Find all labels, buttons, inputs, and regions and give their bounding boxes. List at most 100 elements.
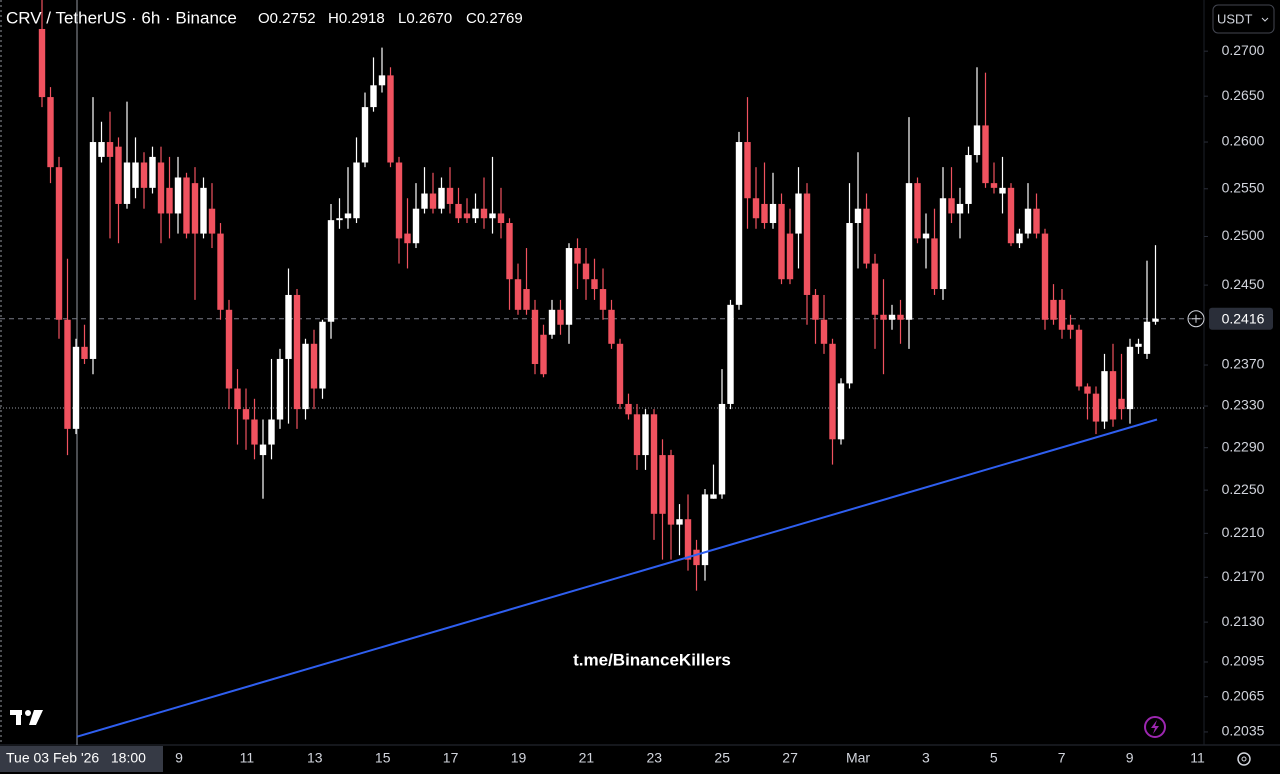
candle-body: [208, 208, 216, 234]
candle-body: [710, 494, 717, 499]
candle-body: [1050, 299, 1057, 320]
candle-body: [106, 142, 114, 157]
candle-body: [480, 208, 488, 219]
candle-body: [174, 177, 182, 214]
x-tick-label: 17: [443, 750, 459, 766]
open: O0.2752: [258, 10, 316, 27]
x-tick-label: 7: [1058, 750, 1066, 766]
candle-body: [429, 193, 437, 209]
candle-body: [599, 289, 607, 310]
candle-body: [761, 203, 768, 224]
candle-body: [931, 238, 938, 290]
candle-body: [854, 208, 862, 224]
candle-body: [302, 343, 309, 410]
x-tick-label: 3: [922, 750, 930, 766]
candle-body: [1075, 329, 1083, 387]
candle-body: [939, 198, 947, 290]
candle-body: [982, 125, 989, 184]
x-tick-label: 5: [990, 750, 998, 766]
candle-body: [344, 213, 352, 219]
candle-body: [591, 279, 598, 290]
candle-body: [990, 183, 998, 188]
candle-body: [72, 346, 80, 429]
plus-icon: [1192, 314, 1200, 323]
candle-body: [948, 198, 955, 214]
candle-body: [897, 314, 904, 320]
currency-button[interactable]: [1212, 4, 1275, 34]
candle-body: [880, 314, 887, 320]
candle-body: [361, 107, 369, 163]
candle-body: [140, 162, 148, 188]
candle-body: [64, 319, 71, 429]
y-tick-label: 0.2450: [1222, 276, 1265, 292]
candle-body: [667, 455, 675, 525]
candle-body: [446, 187, 454, 204]
y-tick-label: 0.2650: [1222, 87, 1265, 103]
candle-body: [633, 414, 641, 456]
candle-body: [778, 203, 785, 280]
candle-body: [888, 314, 896, 320]
candle-body: [812, 294, 819, 320]
candle-body: [803, 193, 811, 295]
y-tick-label: 0.2035: [1222, 723, 1265, 739]
candle-body: [1024, 208, 1032, 234]
candle-body: [820, 319, 828, 344]
candle-body: [837, 383, 845, 440]
candle-body: [922, 233, 930, 239]
candle-body: [659, 455, 666, 514]
candle-body: [650, 414, 658, 514]
candle-body: [1084, 386, 1091, 394]
candle-body: [565, 248, 573, 325]
candle-body: [497, 213, 505, 224]
settings-icon: [1241, 756, 1247, 762]
lightning-icon: [1151, 720, 1159, 734]
candle-body: [268, 419, 275, 445]
candle-body: [157, 162, 165, 214]
candle-body: [1092, 393, 1100, 422]
add-alert-button[interactable]: [1187, 310, 1205, 328]
candle-body: [47, 97, 54, 168]
candle-body: [463, 213, 471, 219]
candle-body: [353, 162, 360, 219]
candle-body: [336, 218, 343, 221]
candle-body: [378, 75, 386, 86]
candle-body: [251, 419, 258, 445]
candle-body: [514, 279, 522, 310]
settings-button[interactable]: [1237, 752, 1251, 766]
y-tick-label: 0.2330: [1222, 397, 1265, 413]
lightning-button[interactable]: [1144, 716, 1166, 738]
x-tick-label: 19: [511, 750, 527, 766]
crosshair-date-box: [0, 746, 163, 772]
y-tick-label: 0.2210: [1222, 524, 1265, 540]
last-price-box: [1209, 307, 1273, 330]
low: L0.2670: [398, 10, 452, 27]
candle-body: [718, 403, 726, 495]
y-tick-label: 0.2250: [1222, 481, 1265, 497]
y-tick-label: 0.2600: [1222, 133, 1265, 149]
candle-body: [1152, 318, 1159, 322]
candle-body: [217, 233, 224, 310]
candle-body: [89, 142, 97, 359]
candle-body: [438, 187, 445, 209]
trendline: [76, 418, 1158, 738]
candle-body: [846, 223, 853, 384]
candle-body: [123, 162, 131, 204]
candle-body: [1058, 299, 1066, 330]
candle-body: [166, 187, 173, 214]
candle-body: [115, 146, 122, 204]
candle-body: [1143, 321, 1151, 354]
candle-body: [242, 409, 250, 420]
candle-body: [752, 198, 760, 219]
candle-body: [285, 294, 292, 359]
candle-body: [200, 187, 207, 234]
candle-body: [370, 85, 377, 108]
candle-body: [829, 343, 836, 440]
candle-body: [310, 343, 318, 389]
currency-label[interactable]: USDT: [1217, 11, 1252, 26]
candle-body: [1007, 187, 1015, 244]
candle-body: [956, 203, 964, 214]
x-tick-label: 15: [375, 750, 391, 766]
